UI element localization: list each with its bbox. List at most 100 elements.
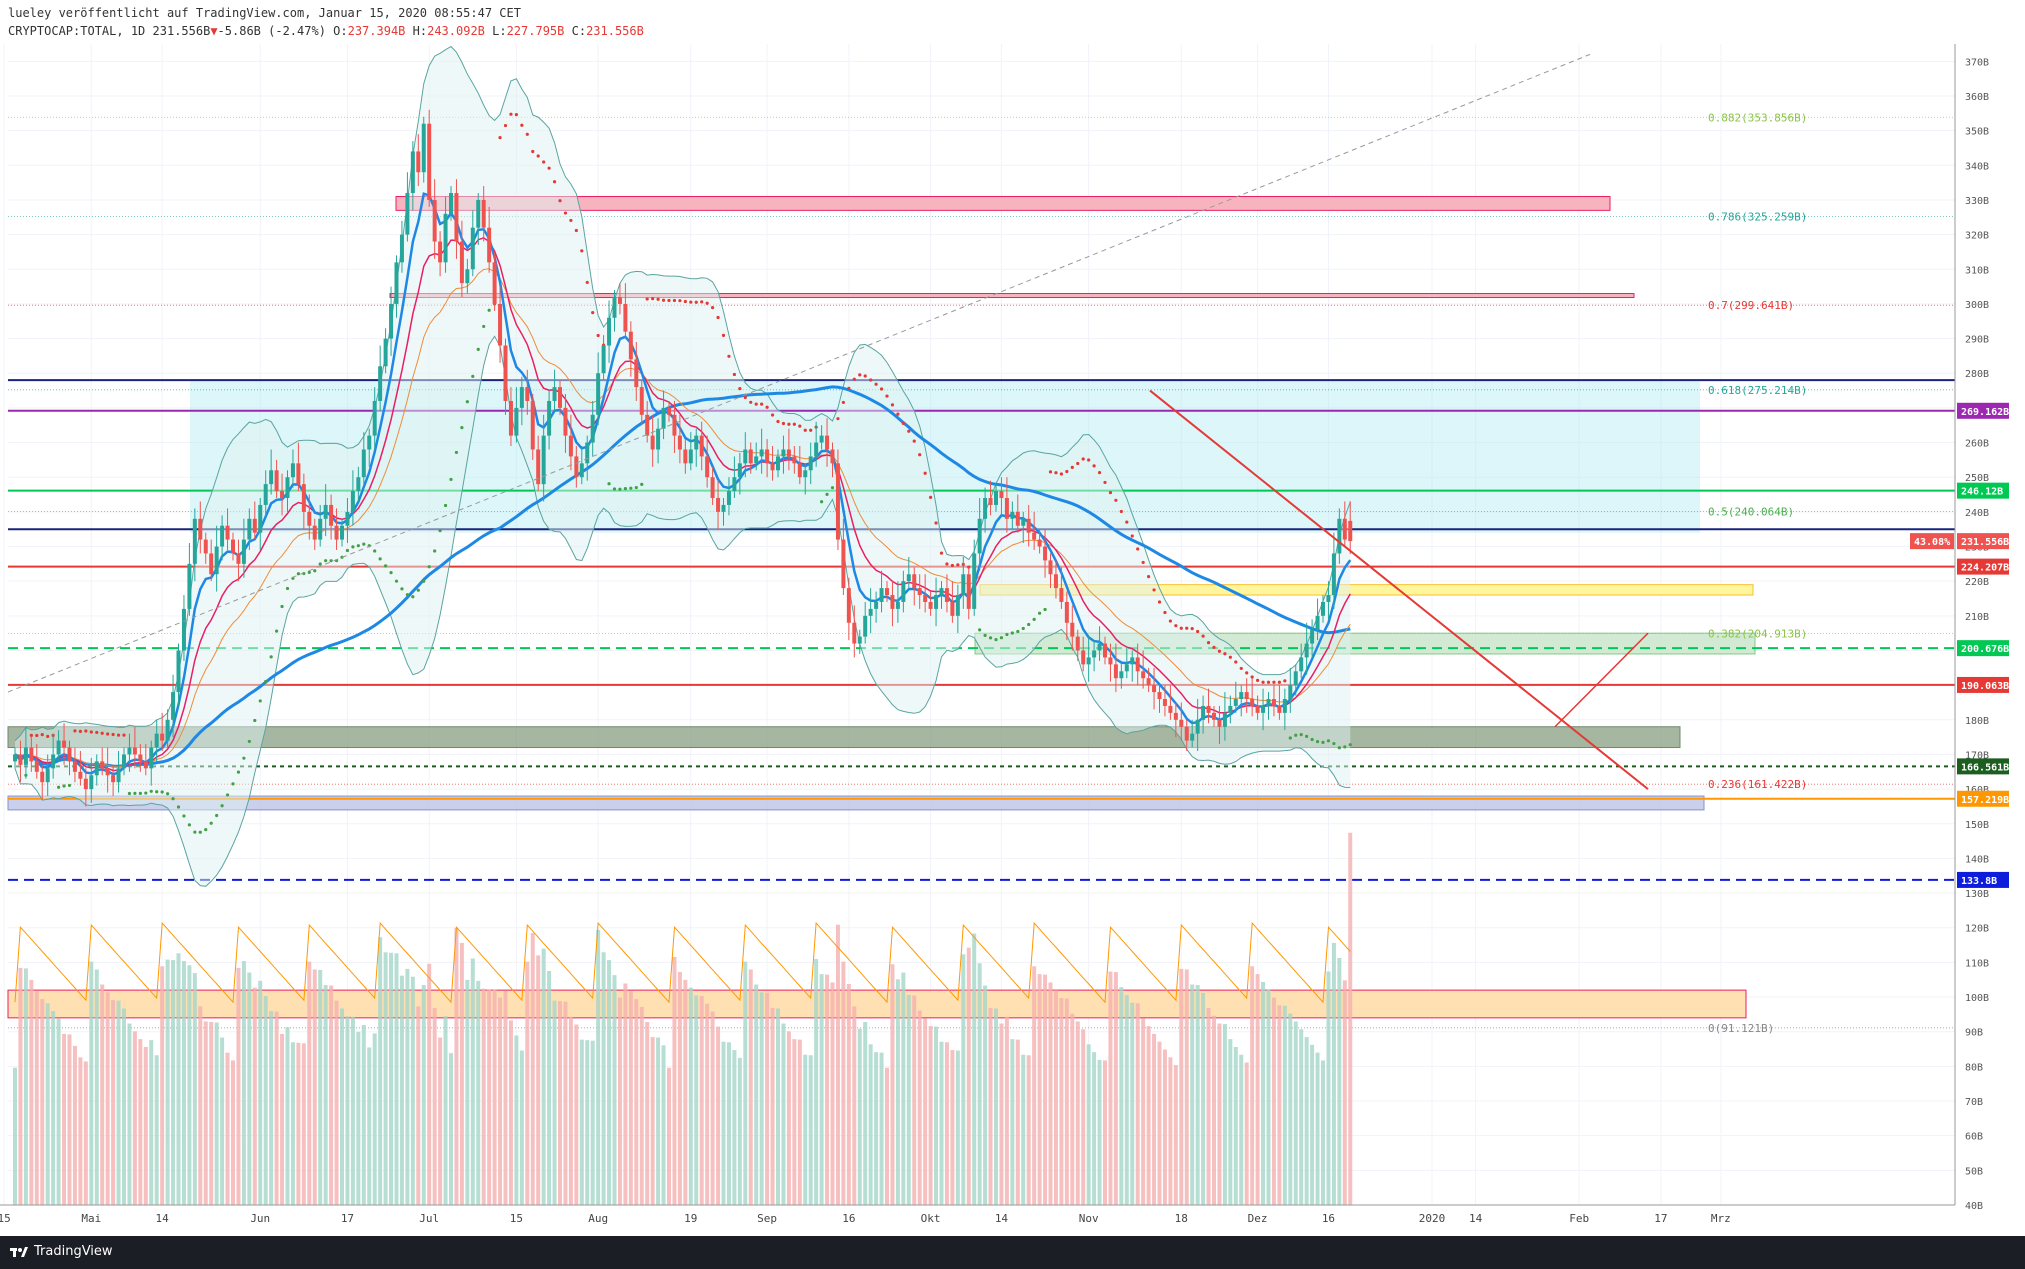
candle-body: [1293, 671, 1298, 686]
last-price: 231.556B: [152, 24, 211, 38]
sar-dot: [776, 419, 780, 424]
candle-body: [127, 747, 132, 755]
sar-dot: [324, 559, 328, 563]
candle-body: [536, 449, 541, 485]
volume-bar: [590, 1040, 595, 1205]
fib-label: 0.236(161.422B): [1708, 778, 1807, 791]
sar-dot: [29, 733, 33, 737]
candle-body: [912, 574, 917, 589]
volume-bar: [1293, 1021, 1298, 1205]
volume-bar: [890, 964, 895, 1205]
volume-bar: [350, 1016, 355, 1205]
candle-body: [1255, 705, 1260, 713]
candle-body: [874, 601, 879, 609]
candle-body: [705, 456, 710, 478]
candle-body: [454, 193, 459, 242]
volume-bar: [1342, 980, 1347, 1205]
sar-dot: [618, 487, 622, 491]
chart-header: lueley veröffentlicht auf TradingView.co…: [0, 0, 2025, 44]
red-resistance-zone: [395, 195, 1611, 211]
candle-body: [1152, 685, 1157, 693]
candle-body: [1135, 657, 1140, 672]
sar-dot: [874, 382, 878, 386]
candle-body: [1064, 601, 1069, 623]
time-tick-label: Jul: [419, 1212, 439, 1225]
sar-dot: [885, 394, 889, 398]
volume-bar: [138, 1039, 143, 1205]
volume-bar: [1195, 985, 1200, 1205]
sar-dot: [820, 500, 824, 504]
volume-bar: [617, 997, 622, 1205]
tradingview-logo[interactable]: TradingView: [10, 1244, 113, 1259]
candle-body: [1173, 712, 1178, 720]
volume-bar: [356, 1031, 361, 1205]
volume-bar: [323, 985, 328, 1205]
candle-body: [514, 407, 519, 436]
candle-body: [1075, 636, 1080, 651]
candle-body: [906, 574, 911, 582]
candle-body: [885, 588, 889, 596]
sar-dot: [1288, 736, 1292, 740]
sar-dot: [62, 784, 66, 788]
volume-bar: [825, 974, 830, 1205]
sar-dot: [1239, 666, 1243, 671]
volume-bar: [443, 1016, 448, 1205]
volume-bar: [552, 1000, 557, 1205]
sar-dot: [149, 789, 153, 793]
sar-dot: [711, 306, 715, 310]
price-labels: 269.162B 246.12B 231.556B 43.08% 224.207B 200…: [1910, 402, 2009, 888]
volume-bar: [776, 1008, 780, 1205]
volume-bar: [961, 954, 966, 1205]
volume-bar: [955, 1050, 960, 1205]
sar-dot: [1206, 641, 1211, 645]
sar-dot: [193, 830, 197, 834]
candle-body: [1261, 705, 1266, 713]
price-label-text: 190.063B: [1961, 681, 2009, 692]
sar-dot: [1343, 745, 1347, 749]
sar-dot: [569, 218, 573, 223]
bb-lower: [14, 335, 1351, 887]
candle-body: [476, 199, 481, 228]
candle-body: [612, 296, 617, 318]
volume-bar: [705, 1003, 710, 1205]
volume-bar: [1190, 984, 1195, 1205]
volume-bar: [378, 937, 383, 1205]
time-tick-label: Sep: [757, 1212, 777, 1225]
sar-dot: [1038, 611, 1042, 615]
volume-bar: [122, 1008, 126, 1205]
volume-bar: [835, 924, 840, 1205]
volume-bar: [312, 969, 317, 1205]
candle-body: [432, 199, 437, 242]
volume-bar: [459, 942, 464, 1205]
candle-body: [634, 359, 639, 388]
volume-bar: [1255, 974, 1260, 1205]
candle-body: [1184, 726, 1189, 741]
price-axis[interactable]: 370B 360B 350B 340B 330B 320B 310B 300B 290B 280B…: [1954, 44, 2025, 1212]
candle-body: [677, 435, 682, 450]
sar-dot: [171, 797, 175, 801]
sar-dot: [1054, 471, 1058, 475]
time-axis[interactable]: 15 Mai 14 Jun 17 Jul 15 Aug 19 Sep 16 Okt 14 Nov 18 Dez…: [0, 1204, 1955, 1225]
pct-label-bg: [1910, 533, 1954, 550]
price-chart[interactable]: 0.882(353.856B) 0.786(325.259B) 0.7(299.64…: [0, 0, 2025, 1236]
candle-body: [547, 400, 552, 436]
candle-body: [329, 504, 334, 526]
volume-bar: [470, 958, 475, 1205]
candle-body: [83, 778, 88, 790]
volume-bar: [939, 1041, 944, 1205]
candle-body: [1266, 699, 1271, 706]
volume-bar: [950, 1050, 955, 1205]
candle-body: [803, 470, 808, 478]
sar-dot: [231, 782, 235, 786]
candle-body: [176, 650, 181, 693]
volume-bar: [416, 1006, 421, 1205]
sar-dot: [700, 300, 704, 304]
sar-dot: [78, 729, 82, 734]
price-tick-label: 330B: [1965, 196, 1989, 207]
volume-bar: [1097, 1059, 1102, 1205]
symbol-label[interactable]: CRYPTOCAP:TOTAL, 1D: [8, 24, 146, 38]
sar-dot: [896, 412, 900, 416]
price-label-bg: [1957, 482, 2009, 499]
sar-dot: [405, 593, 409, 597]
sar-dot: [531, 149, 535, 154]
